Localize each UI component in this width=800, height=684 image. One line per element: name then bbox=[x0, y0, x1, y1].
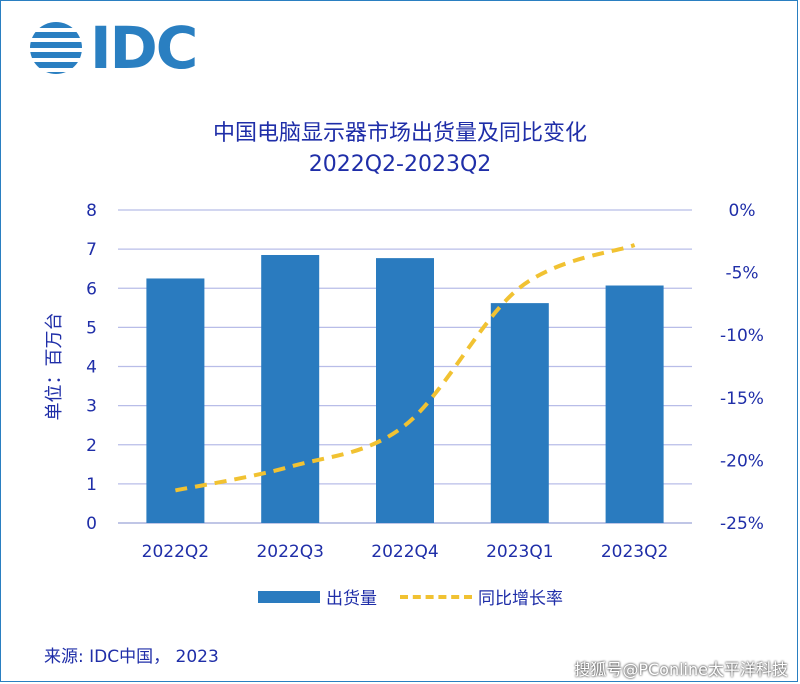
y-tick-label: 7 bbox=[86, 240, 97, 260]
legend-swatch-bar bbox=[258, 590, 320, 603]
x-tick-label: 2022Q3 bbox=[256, 542, 323, 562]
y2-tick-label: -15% bbox=[720, 389, 764, 409]
y2-tick-label: 0% bbox=[729, 201, 756, 221]
x-tick-label: 2023Q1 bbox=[486, 542, 553, 562]
legend-item-shipments: 出货量 bbox=[258, 584, 377, 609]
bar bbox=[146, 278, 205, 523]
chart-subtitle: 2022Q2-2023Q2 bbox=[308, 152, 492, 177]
x-tick-label: 2022Q2 bbox=[142, 542, 209, 562]
y-tick-label: 5 bbox=[86, 318, 97, 338]
source-note: 来源: IDC中国， 2023 bbox=[44, 647, 219, 667]
y-tick-label: 2 bbox=[86, 436, 97, 456]
x-tick-label: 2022Q4 bbox=[371, 542, 438, 562]
y2-tick-label: -5% bbox=[725, 264, 758, 284]
y-axis-label: 单位：百万台 bbox=[44, 313, 65, 421]
legend-label-shipments: 出货量 bbox=[326, 589, 377, 609]
y-tick-label: 6 bbox=[86, 279, 97, 299]
y2-tick-label: -20% bbox=[720, 451, 764, 471]
legend-label-yoy: 同比增长率 bbox=[478, 589, 563, 609]
legend-swatch-line bbox=[400, 594, 472, 599]
y2-tick-label: -25% bbox=[720, 514, 764, 534]
yoy-line bbox=[174, 243, 636, 493]
bar bbox=[605, 285, 664, 523]
y-tick-label: 8 bbox=[86, 201, 97, 221]
y-tick-label: 1 bbox=[86, 475, 97, 495]
logo-text: IDC bbox=[90, 14, 198, 82]
bar bbox=[376, 258, 434, 523]
chart-title: 中国电脑显示器市场出货量及同比变化 bbox=[212, 121, 587, 146]
idc-globe-icon bbox=[30, 22, 82, 74]
chart-legend: 出货量 同比增长率 bbox=[0, 584, 800, 609]
x-tick-label: 2023Q2 bbox=[601, 542, 668, 562]
y-tick-label: 4 bbox=[86, 358, 97, 378]
bar bbox=[261, 254, 320, 523]
bar bbox=[490, 303, 549, 523]
legend-item-yoy: 同比增长率 bbox=[400, 584, 563, 609]
y-tick-label: 0 bbox=[86, 514, 97, 534]
y-tick-label: 3 bbox=[86, 397, 97, 417]
y2-tick-label: -10% bbox=[720, 326, 764, 346]
idc-logo: IDC bbox=[28, 14, 198, 82]
watermark: 搜狐号@PConline太平洋科技 bbox=[574, 660, 788, 679]
